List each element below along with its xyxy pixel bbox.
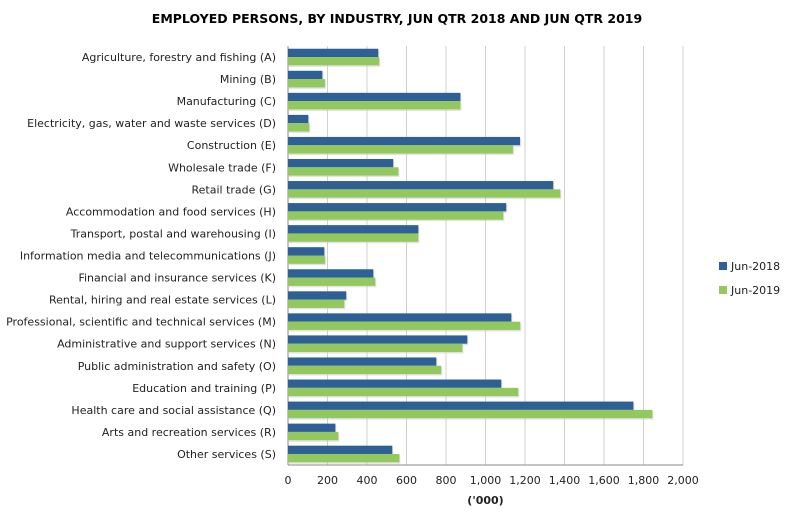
category-label: Administrative and support services (N) [57,338,276,351]
x-tick-label: 1,200 [509,474,541,487]
legend-swatch [719,286,727,294]
bar-jun-2019 [288,57,380,66]
bar-jun-2018 [288,247,325,256]
bar-jun-2019 [288,453,400,463]
category-label: Transport, postal and warehousing (I) [70,227,276,240]
bar-jun-2018 [288,48,379,58]
category-label: Electricity, gas, water and waste servic… [27,117,276,130]
bar-jun-2019 [288,233,419,242]
category-label: Construction (E) [187,139,276,152]
bar-jun-2019 [288,365,442,375]
bar-jun-2019 [288,211,504,220]
x-tick-label: 400 [357,474,378,487]
bar-jun-2018 [288,423,336,432]
bar-jun-2018 [288,181,554,190]
bar-jun-2018 [288,269,374,278]
category-label: Public administration and safety (O) [78,360,276,373]
x-tick-label: 0 [285,474,292,487]
legend-label: Jun-2018 [730,260,780,273]
bar-jun-2018 [288,203,507,212]
category-label: Mining (B) [220,73,276,86]
category-label: Retail trade (G) [191,183,276,196]
category-label: Arts and recreation services (R) [102,426,276,439]
x-tick-label: 200 [317,474,338,487]
category-label: Financial and insurance services (K) [78,272,276,285]
x-tick-label: 800 [436,474,457,487]
bar-jun-2019 [288,79,325,88]
bar-jun-2019 [288,167,399,176]
bar-jun-2018 [288,70,323,80]
category-label: Rental, hiring and real estate services … [49,294,276,307]
bar-jun-2019 [288,321,521,330]
x-tick-label: 1,400 [549,474,581,487]
bar-jun-2019 [288,387,519,397]
bar-jun-2018 [288,291,347,300]
bar-jun-2019 [288,343,463,353]
category-label: Professional, scientific and technical s… [6,316,276,329]
bar-jun-2018 [288,313,512,322]
bar-jun-2019 [288,299,345,308]
x-tick-label: 1,000 [470,474,502,487]
category-label: Agriculture, forestry and fishing (A) [82,51,276,64]
bar-jun-2019 [288,101,461,110]
x-tick-label: 1,800 [628,474,660,487]
category-label: Wholesale trade (F) [168,161,276,174]
bar-jun-2018 [288,158,394,168]
bar-jun-2019 [288,277,376,286]
x-tick-label: 1,600 [588,474,620,487]
bar-jun-2019 [288,189,561,198]
category-label: Information media and telecommunications… [20,250,276,263]
category-label: Health care and social assistance (Q) [71,404,276,417]
chart-title: EMPLOYED PERSONS, BY INDUSTRY, JUN QTR 2… [151,11,643,26]
bar-jun-2018 [288,357,437,366]
category-label: Education and training (P) [132,382,276,395]
legend-label: Jun-2019 [730,284,780,297]
bar-jun-2019 [288,431,339,441]
category-label: Accommodation and food services (H) [66,205,276,218]
bar-jun-2019 [288,255,325,264]
bar-jun-2018 [288,445,393,454]
bar-jun-2019 [288,123,310,132]
bar-jun-2019 [288,409,653,419]
x-tick-label: 600 [396,474,417,487]
bar-jun-2018 [288,136,521,146]
bar-jun-2018 [288,401,634,410]
bar-jun-2018 [288,114,309,124]
category-label: Other services (S) [177,448,276,461]
x-tick-label: 2,000 [667,474,699,487]
bar-jun-2018 [288,379,502,388]
bar-jun-2018 [288,225,419,234]
x-axis-title: ('000) [467,494,503,507]
bar-jun-2018 [288,335,468,344]
bar-jun-2018 [288,92,461,102]
legend-swatch [719,262,727,270]
category-label: Manufacturing (C) [177,95,276,108]
bar-jun-2019 [288,145,513,154]
